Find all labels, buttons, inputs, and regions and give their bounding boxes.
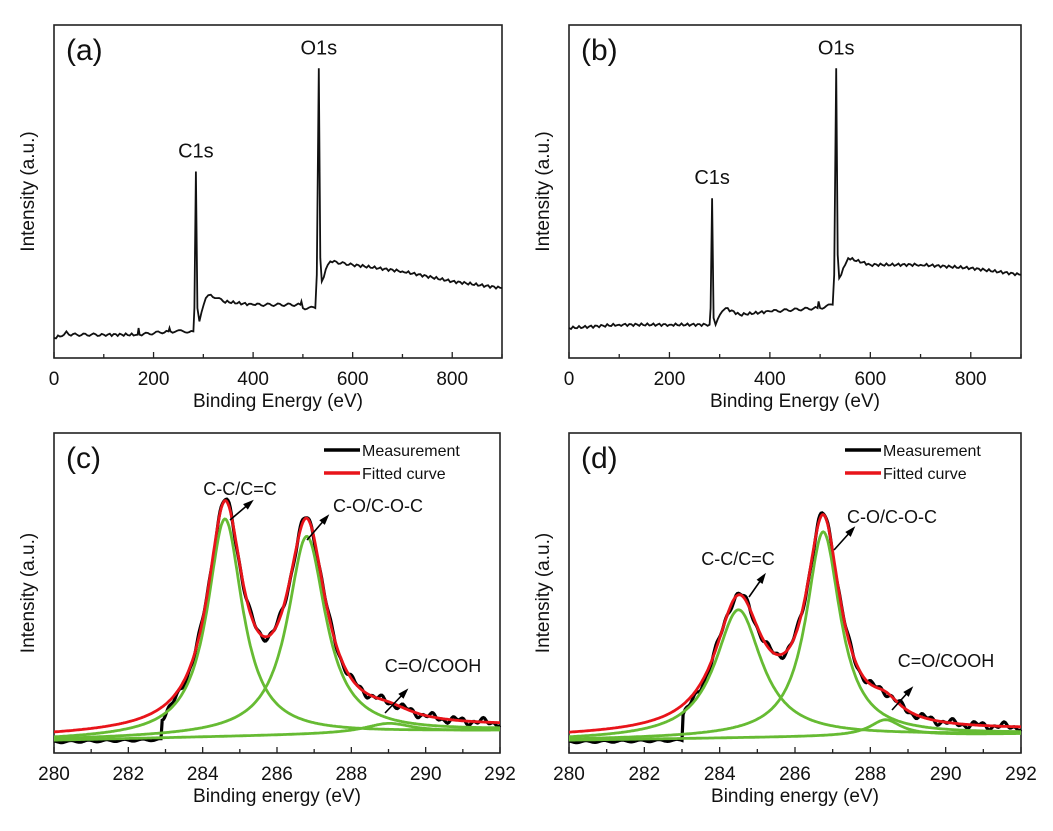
panel-c: 280 282 284 286 288 290 292 Binding energy (eV)… [18, 432, 516, 807]
component-label: C-O/C-O-C [847, 507, 937, 527]
x-axis-label: Binding energy (eV) [711, 786, 879, 807]
y-axis-label: Intensity (a.u.) [18, 131, 39, 251]
panel-a: 0 200 400 600 800 Binding Energy (eV) Intensit… [18, 24, 503, 412]
x-tick-label: 280 [553, 764, 585, 785]
panel-label: (a) [66, 34, 103, 67]
legend-entry-label: Fitted curve [362, 466, 446, 483]
fitted-curve-line [569, 512, 1021, 734]
legend-entry-label: Measurement [883, 443, 981, 460]
arrow-head-icon [845, 526, 856, 537]
x-axis-label: Binding Energy (eV) [710, 391, 880, 412]
panel-d: 280 282 284 286 288 290 292 Binding energy (eV)… [533, 432, 1037, 807]
y-axis-label: Intensity (a.u.) [533, 131, 554, 251]
panel-label: (d) [581, 442, 618, 475]
x-tick-label: 200 [138, 369, 170, 390]
x-tick-label: 280 [38, 764, 70, 785]
peak-label-c1s: C1s [694, 167, 730, 189]
fitted-curve-line [53, 499, 500, 734]
x-tick-label: 290 [930, 764, 962, 785]
x-tick-label: 600 [854, 369, 886, 390]
legend-entry-label: Fitted curve [883, 466, 967, 483]
x-tick-label: 0 [564, 369, 575, 390]
arrow-head-icon [319, 514, 330, 525]
plot-frame [53, 24, 503, 359]
component-peak-line [569, 530, 1021, 741]
measurement-line [568, 511, 1023, 745]
x-axis-label: Binding energy (eV) [193, 786, 361, 807]
x-tick-label: 800 [436, 369, 468, 390]
x-tick-label: 284 [704, 764, 736, 785]
panel-label: (c) [66, 442, 101, 475]
peak-label-o1s: O1s [818, 37, 855, 59]
panel-label: (b) [581, 34, 618, 67]
x-tick-label: 286 [779, 764, 811, 785]
x-tick-label: 400 [237, 369, 269, 390]
x-tick-label: 292 [484, 764, 516, 785]
component-peak-line [569, 718, 1021, 742]
measurement-line [53, 497, 502, 745]
x-tick-label: 290 [410, 764, 442, 785]
y-axis-label: Intensity (a.u.) [533, 533, 554, 653]
component-label: C-O/C-O-C [333, 496, 423, 516]
x-axis-label: Binding Energy (eV) [193, 391, 363, 412]
component-label: C-C/C=C [701, 549, 775, 569]
arrow-head-icon [903, 686, 914, 697]
x-tick-label: 284 [187, 764, 219, 785]
plot-frame [568, 24, 1022, 359]
x-tick-label: 292 [1005, 764, 1037, 785]
arrow-head-icon [398, 688, 409, 699]
peak-label-c1s: C1s [178, 141, 214, 163]
arrow-head-icon [756, 572, 766, 584]
x-tick-label: 800 [955, 369, 987, 390]
peak-label-o1s: O1s [300, 37, 337, 59]
component-label: C=O/COOH [898, 651, 995, 671]
x-tick-label: 286 [261, 764, 293, 785]
component-peak-line [54, 722, 500, 742]
x-tick-label: 288 [854, 764, 886, 785]
x-tick-label: 400 [754, 369, 786, 390]
survey-spectrum-line [568, 68, 1022, 331]
y-axis-label: Intensity (a.u.) [18, 533, 39, 653]
panel-b: 0 200 400 600 800 Binding Energy (eV) Intensit… [533, 24, 1022, 412]
x-tick-label: 282 [628, 764, 660, 785]
x-tick-label: 600 [337, 369, 369, 390]
arrow-head-icon [243, 499, 254, 510]
x-tick-label: 0 [49, 369, 60, 390]
x-tick-label: 282 [112, 764, 144, 785]
survey-spectrum-line [53, 68, 503, 340]
component-peak-line [54, 534, 500, 740]
x-tick-label: 200 [654, 369, 686, 390]
x-tick-label: 288 [335, 764, 367, 785]
component-label: C=O/COOH [385, 656, 482, 676]
legend-entry-label: Measurement [362, 443, 460, 460]
component-label: C-C/C=C [203, 479, 277, 499]
